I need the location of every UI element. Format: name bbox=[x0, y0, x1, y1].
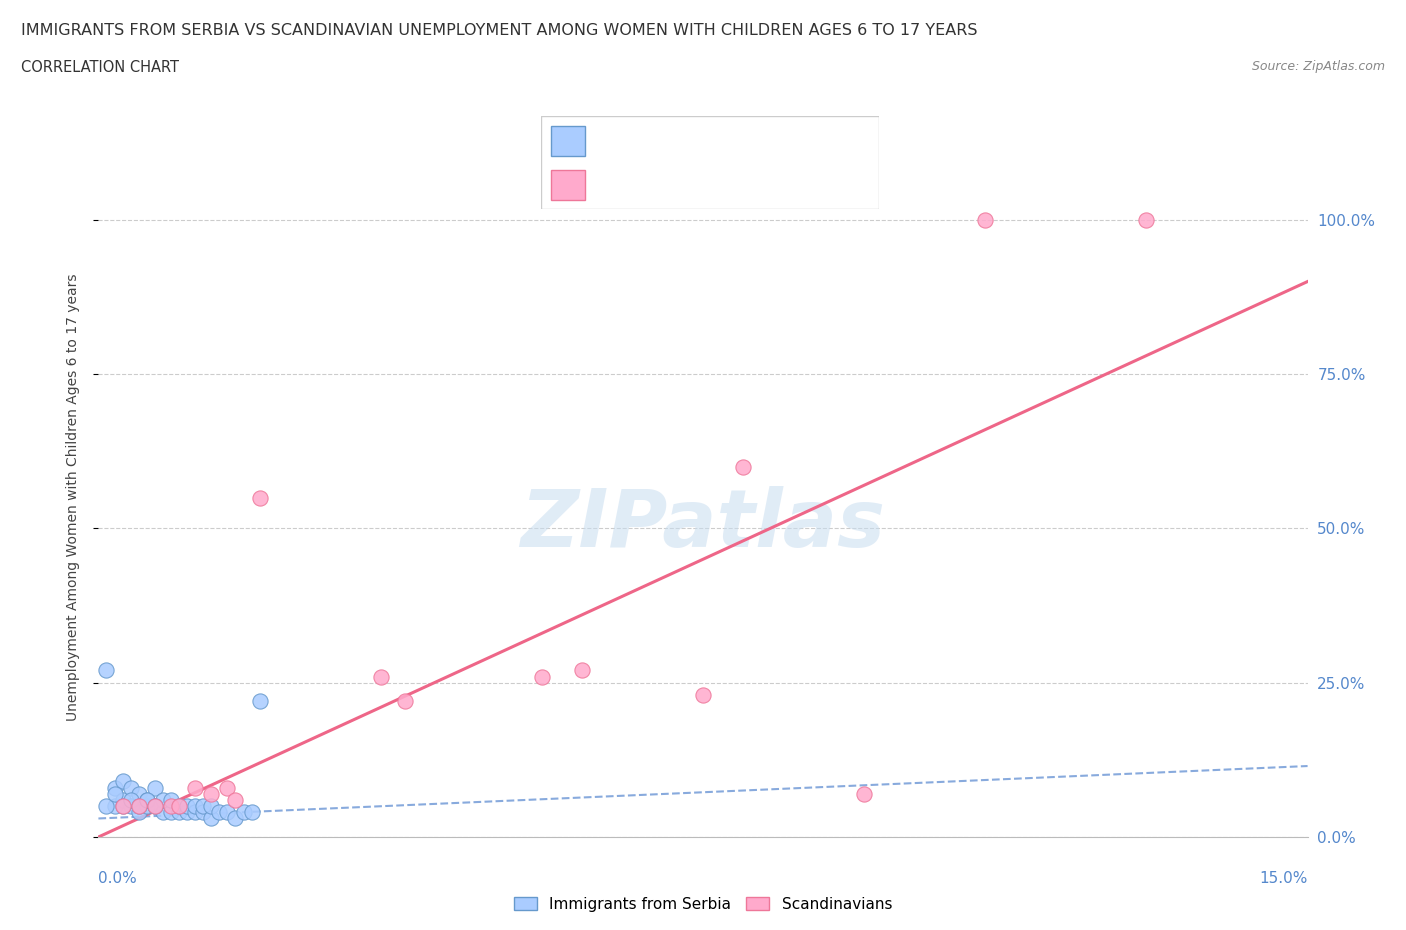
Point bbox=[176, 799, 198, 814]
Text: R =  0.569   N =  19: R = 0.569 N = 19 bbox=[599, 178, 782, 193]
Point bbox=[249, 490, 271, 505]
Point bbox=[135, 799, 157, 814]
Point bbox=[370, 669, 392, 684]
Point bbox=[853, 787, 876, 802]
Point bbox=[111, 792, 134, 807]
Text: CORRELATION CHART: CORRELATION CHART bbox=[21, 60, 179, 75]
Point bbox=[160, 792, 183, 807]
Point bbox=[120, 780, 142, 795]
Point bbox=[103, 780, 125, 795]
Point bbox=[530, 669, 553, 684]
Point bbox=[135, 792, 157, 807]
Point bbox=[394, 694, 416, 709]
Point bbox=[200, 811, 222, 826]
Point bbox=[184, 799, 207, 814]
Point bbox=[217, 780, 239, 795]
Point bbox=[1135, 212, 1157, 227]
Text: Source: ZipAtlas.com: Source: ZipAtlas.com bbox=[1251, 60, 1385, 73]
Point bbox=[200, 787, 222, 802]
FancyBboxPatch shape bbox=[551, 126, 585, 156]
Point bbox=[128, 787, 150, 802]
Point bbox=[135, 792, 157, 807]
FancyBboxPatch shape bbox=[551, 170, 585, 200]
FancyBboxPatch shape bbox=[541, 116, 879, 209]
Point bbox=[111, 799, 134, 814]
Point bbox=[200, 799, 222, 814]
Point bbox=[111, 774, 134, 789]
Text: IMMIGRANTS FROM SERBIA VS SCANDINAVIAN UNEMPLOYMENT AMONG WOMEN WITH CHILDREN AG: IMMIGRANTS FROM SERBIA VS SCANDINAVIAN U… bbox=[21, 23, 977, 38]
Point bbox=[224, 792, 246, 807]
Point bbox=[152, 792, 174, 807]
Point bbox=[111, 799, 134, 814]
Text: 0.0%: 0.0% bbox=[98, 871, 138, 886]
Point bbox=[128, 799, 150, 814]
Point bbox=[120, 792, 142, 807]
Text: R =  0.013   N = 40: R = 0.013 N = 40 bbox=[599, 134, 772, 149]
Point bbox=[571, 663, 593, 678]
Point bbox=[167, 804, 190, 819]
Point bbox=[143, 799, 166, 814]
Point bbox=[193, 804, 215, 819]
Point bbox=[193, 799, 215, 814]
Point bbox=[733, 459, 755, 474]
Point bbox=[128, 804, 150, 819]
Text: ZIPatlas: ZIPatlas bbox=[520, 485, 886, 564]
Point bbox=[96, 799, 118, 814]
Point bbox=[160, 799, 183, 814]
Point bbox=[96, 663, 118, 678]
Point bbox=[143, 780, 166, 795]
Point bbox=[167, 799, 190, 814]
Point bbox=[224, 811, 246, 826]
Point bbox=[143, 799, 166, 814]
Legend: Immigrants from Serbia, Scandinavians: Immigrants from Serbia, Scandinavians bbox=[508, 890, 898, 918]
Point bbox=[184, 780, 207, 795]
Point bbox=[232, 804, 254, 819]
Point bbox=[217, 804, 239, 819]
Point bbox=[103, 787, 125, 802]
Point bbox=[208, 804, 231, 819]
Point bbox=[249, 694, 271, 709]
Point bbox=[120, 799, 142, 814]
Point bbox=[176, 804, 198, 819]
Point bbox=[240, 804, 263, 819]
Point bbox=[143, 799, 166, 814]
Point bbox=[128, 799, 150, 814]
Y-axis label: Unemployment Among Women with Children Ages 6 to 17 years: Unemployment Among Women with Children A… bbox=[66, 273, 80, 722]
Point bbox=[184, 804, 207, 819]
Text: 15.0%: 15.0% bbox=[1260, 871, 1308, 886]
Point bbox=[160, 804, 183, 819]
Point bbox=[974, 212, 997, 227]
Point bbox=[167, 799, 190, 814]
Point bbox=[152, 804, 174, 819]
Point bbox=[692, 687, 714, 702]
Point bbox=[103, 799, 125, 814]
